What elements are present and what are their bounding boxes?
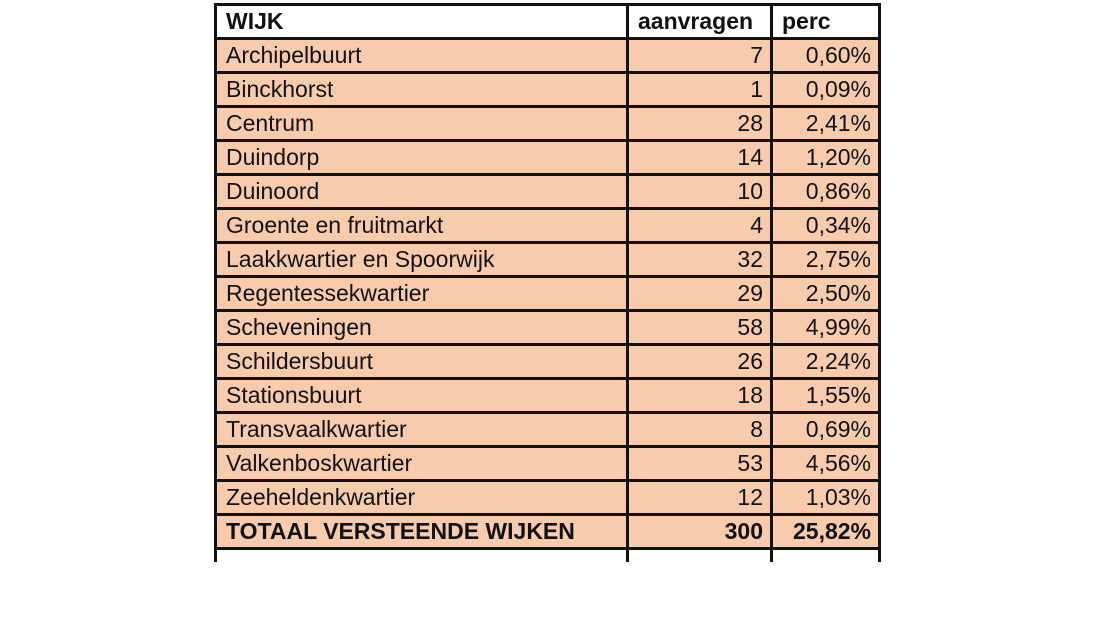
- cell-aanvragen: 26: [626, 343, 773, 380]
- cell-perc: 2,50%: [770, 275, 881, 312]
- cell-perc: 4,56%: [770, 445, 881, 482]
- cell-wijk: Transvaalkwartier: [214, 411, 629, 448]
- cell-wijk: Duindorp: [214, 139, 629, 176]
- cell-wijk: Regentessekwartier: [214, 275, 629, 312]
- cell-perc: 0,86%: [770, 173, 881, 210]
- table-row: Binckhorst 1 0,09%: [214, 71, 881, 108]
- table-row: Transvaalkwartier 8 0,69%: [214, 411, 881, 448]
- table-row: Archipelbuurt 7 0,60%: [214, 37, 881, 74]
- cell-aanvragen: 4: [626, 207, 773, 244]
- header-aanvragen: aanvragen: [626, 3, 773, 40]
- cell-wijk: Stationsbuurt: [214, 377, 629, 414]
- empty-row: [214, 547, 881, 562]
- table-row: Valkenboskwartier 53 4,56%: [214, 445, 881, 482]
- table-row: Duindorp 14 1,20%: [214, 139, 881, 176]
- total-row: TOTAAL VERSTEENDE WIJKEN 300 25,82%: [214, 513, 881, 550]
- cell-perc: 0,69%: [770, 411, 881, 448]
- cell-aanvragen: 29: [626, 275, 773, 312]
- cell-aanvragen: 18: [626, 377, 773, 414]
- cell-perc: 2,75%: [770, 241, 881, 278]
- table-row: Regentessekwartier 29 2,50%: [214, 275, 881, 312]
- cell-perc: 1,03%: [770, 479, 881, 516]
- cell-wijk: Centrum: [214, 105, 629, 142]
- cell-wijk: Schildersbuurt: [214, 343, 629, 380]
- cell-perc: 2,41%: [770, 105, 881, 142]
- header-perc: perc: [770, 3, 881, 40]
- empty-cell: [626, 547, 773, 562]
- total-aanvragen: 300: [626, 513, 773, 550]
- cell-perc: 1,55%: [770, 377, 881, 414]
- cell-wijk: Groente en fruitmarkt: [214, 207, 629, 244]
- cell-wijk: Zeeheldenkwartier: [214, 479, 629, 516]
- table-row: Duinoord 10 0,86%: [214, 173, 881, 210]
- cell-aanvragen: 58: [626, 309, 773, 346]
- header-row: WIJK aanvragen perc: [214, 3, 881, 40]
- total-label: TOTAAL VERSTEENDE WIJKEN: [214, 513, 629, 550]
- cell-wijk: Binckhorst: [214, 71, 629, 108]
- cell-aanvragen: 14: [626, 139, 773, 176]
- total-perc: 25,82%: [770, 513, 881, 550]
- table-row: Laakkwartier en Spoorwijk 32 2,75%: [214, 241, 881, 278]
- wijk-table: WIJK aanvragen perc Archipelbuurt 7 0,60% B…: [214, 3, 881, 562]
- table-row: Stationsbuurt 18 1,55%: [214, 377, 881, 414]
- table-row: Centrum 28 2,41%: [214, 105, 881, 142]
- cell-aanvragen: 1: [626, 71, 773, 108]
- table-row: Schildersbuurt 26 2,24%: [214, 343, 881, 380]
- table-row: Groente en fruitmarkt 4 0,34%: [214, 207, 881, 244]
- cell-aanvragen: 53: [626, 445, 773, 482]
- cell-wijk: Scheveningen: [214, 309, 629, 346]
- cell-wijk: Duinoord: [214, 173, 629, 210]
- cell-perc: 1,20%: [770, 139, 881, 176]
- cell-perc: 0,09%: [770, 71, 881, 108]
- empty-cell: [214, 547, 629, 562]
- cell-aanvragen: 10: [626, 173, 773, 210]
- cell-perc: 4,99%: [770, 309, 881, 346]
- table-row: Scheveningen 58 4,99%: [214, 309, 881, 346]
- cell-aanvragen: 7: [626, 37, 773, 74]
- cell-wijk: Laakkwartier en Spoorwijk: [214, 241, 629, 278]
- cell-aanvragen: 12: [626, 479, 773, 516]
- header-wijk: WIJK: [214, 3, 629, 40]
- cell-aanvragen: 28: [626, 105, 773, 142]
- cell-wijk: Archipelbuurt: [214, 37, 629, 74]
- cell-aanvragen: 32: [626, 241, 773, 278]
- cell-perc: 0,34%: [770, 207, 881, 244]
- cell-wijk: Valkenboskwartier: [214, 445, 629, 482]
- table-row: Zeeheldenkwartier 12 1,03%: [214, 479, 881, 516]
- cell-perc: 2,24%: [770, 343, 881, 380]
- cell-perc: 0,60%: [770, 37, 881, 74]
- cell-aanvragen: 8: [626, 411, 773, 448]
- empty-cell: [770, 547, 881, 562]
- table-body: Archipelbuurt 7 0,60% Binckhorst 1 0,09% Centr…: [214, 37, 881, 562]
